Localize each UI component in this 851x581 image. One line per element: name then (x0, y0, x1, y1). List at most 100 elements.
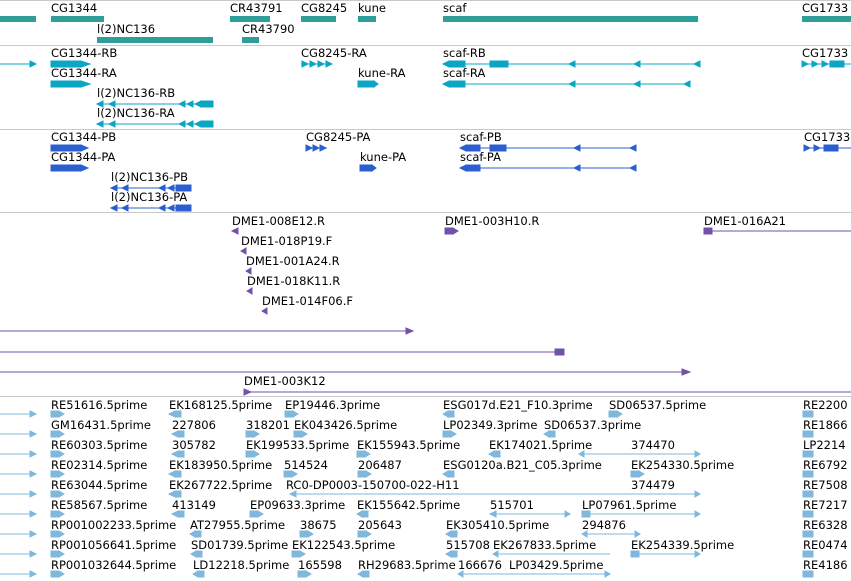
protein-label-scaf-pb[interactable]: scaf-PB (460, 130, 502, 144)
est-label[interactable]: EK155943.5prime (357, 438, 461, 452)
est-label[interactable]: EK155642.5prime (357, 498, 461, 512)
transcript-label-l2nc136-rb[interactable]: l(2)NC136-RB (97, 86, 176, 100)
est-label[interactable]: RE6328 (803, 518, 848, 532)
transcript-label-scaf-ra[interactable]: scaf-RA (443, 66, 486, 80)
gene-label-l2nc136[interactable]: l(2)NC136 (97, 22, 156, 36)
est-label[interactable]: EK305410.5prime (446, 518, 550, 532)
est-label[interactable]: 205643 (358, 518, 402, 532)
transcript-glyphs[interactable] (0, 45, 851, 129)
protein-label-l2nc136-pb[interactable]: l(2)NC136-PB (111, 170, 189, 184)
protein-label-cg1344-pb[interactable]: CG1344-PB (51, 130, 117, 144)
protein-label-cg8245-pa[interactable]: CG8245-PA (306, 130, 371, 144)
est-label[interactable]: 374479 (631, 478, 675, 492)
protein-label-scaf-pa[interactable]: scaf-PA (460, 150, 501, 164)
est-label[interactable]: RE58567.5prime (51, 498, 148, 512)
clone-glyphs[interactable] (0, 212, 851, 396)
est-label[interactable]: RE6792 (803, 458, 848, 472)
est-label[interactable]: RE1866 (803, 418, 848, 432)
est-label[interactable]: EP19446.3prime (285, 398, 381, 412)
est-label[interactable]: EK254330.5prime (631, 458, 735, 472)
protein-label-cg1733[interactable]: CG1733 (804, 130, 851, 144)
gene-label-cg1733[interactable]: CG1733 (802, 1, 849, 15)
est-label[interactable]: ESG0120a.B21_C05.3prime (443, 458, 602, 472)
protein-label-cg1344-pa[interactable]: CG1344-PA (51, 150, 116, 164)
est-label[interactable]: EP09633.3prime (250, 498, 346, 512)
gene-label-cg1344[interactable]: CG1344 (51, 1, 98, 15)
gene-label-cg8245[interactable]: CG8245 (301, 1, 348, 15)
clone-label-dme1-014f06-f[interactable]: DME1-014F06.F (262, 294, 353, 308)
est-label[interactable]: 515701 (490, 498, 534, 512)
est-label[interactable]: EK122543.5prime (292, 538, 396, 552)
transcript-label-scaf-rb[interactable]: scaf-RB (443, 46, 486, 60)
est-label[interactable]: EK168125.5prime (169, 398, 273, 412)
est-label[interactable]: 374470 (631, 438, 675, 452)
est-label[interactable]: 318201 (246, 418, 290, 432)
est-label[interactable]: 206487 (358, 458, 402, 472)
transcript-label-l2nc136-ra[interactable]: l(2)NC136-RA (97, 106, 175, 120)
est-label[interactable]: 294876 (582, 518, 626, 532)
clone-label-dme1-003h10-r[interactable]: DME1-003H10.R (445, 214, 540, 228)
est-label[interactable]: 227806 (172, 418, 216, 432)
est-label[interactable]: ESG017d.E21_F10.3prime (443, 398, 593, 412)
est-label[interactable]: SD06537.3prime (544, 418, 642, 432)
est-label[interactable]: LD12218.5prime (193, 558, 290, 572)
est-label[interactable]: LP02349.3prime (443, 418, 538, 432)
est-label[interactable]: EK043426.5prime (294, 418, 398, 432)
est-label[interactable]: RP001056641.5prime (51, 538, 177, 552)
gene-label-cr43791[interactable]: CR43791 (230, 1, 283, 15)
est-label[interactable]: EK267833.5prime (493, 538, 597, 552)
est-label[interactable]: 38675 (300, 518, 337, 532)
transcript-label-cg1344-ra[interactable]: CG1344-RA (51, 66, 117, 80)
gene-label-kune[interactable]: kune (358, 1, 386, 15)
est-label[interactable]: EK267722.5prime (169, 478, 273, 492)
clone-label-dme1-001a24-r[interactable]: DME1-001A24.R (246, 254, 340, 268)
est-label[interactable]: 305782 (172, 438, 216, 452)
est-label[interactable]: SD01739.5prime (191, 538, 289, 552)
clone-label-dme1-018k11-r[interactable]: DME1-018K11.R (247, 274, 341, 288)
transcript-label-kune-ra[interactable]: kune-RA (358, 66, 406, 80)
est-label[interactable]: RE02314.5prime (51, 458, 148, 472)
transcript-label-cg1733[interactable]: CG1733 (802, 46, 849, 60)
gene-label-scaf[interactable]: scaf (443, 1, 467, 15)
est-label[interactable]: LP07961.5prime (582, 498, 677, 512)
est-label[interactable]: AT27955.5prime (190, 518, 286, 532)
clone-label-dme1-003k12[interactable]: DME1-003K12 (244, 374, 326, 388)
est-label[interactable]: RE60303.5prime (51, 438, 148, 452)
est-glyphs[interactable] (0, 396, 851, 581)
est-label[interactable]: RE63044.5prime (51, 478, 148, 492)
est-label[interactable]: 166676 (458, 558, 502, 572)
est-label[interactable]: 165598 (298, 558, 342, 572)
est-label[interactable]: EK199533.5prime (246, 438, 350, 452)
est-label[interactable]: EK183950.5prime (169, 458, 273, 472)
est-label[interactable]: RE2200 (803, 398, 848, 412)
gene-label-cr43790[interactable]: CR43790 (242, 22, 295, 36)
transcript-label-cg1344-rb[interactable]: CG1344-RB (51, 46, 118, 60)
est-label[interactable]: RE7508 (803, 478, 848, 492)
protein-glyphs[interactable] (0, 129, 851, 212)
est-label[interactable]: LP03429.5prime (509, 558, 604, 572)
est-label[interactable]: RE51616.5prime (51, 398, 148, 412)
est-label[interactable]: GM16431.5prime (51, 418, 151, 432)
protein-label-kune-pa[interactable]: kune-PA (360, 150, 407, 164)
est-label[interactable]: RP001002233.5prime (51, 518, 177, 532)
protein-label-l2nc136-pa[interactable]: l(2)NC136-PA (111, 190, 188, 204)
est-label[interactable]: RP001032644.5prime (51, 558, 177, 572)
est-label[interactable]: EK174021.5prime (489, 438, 593, 452)
gene-glyphs[interactable] (0, 0, 851, 45)
est-label[interactable]: SD06537.5prime (609, 398, 707, 412)
est-label[interactable]: 514524 (284, 458, 328, 472)
est-label[interactable]: 413149 (172, 498, 216, 512)
clone-label-dme1-016a21[interactable]: DME1-016A21 (704, 214, 786, 228)
clone-label-dme1-018p19-f[interactable]: DME1-018P19.F (241, 234, 333, 248)
est-label[interactable]: 515708 (446, 538, 490, 552)
est-label[interactable]: RE4186 (803, 558, 848, 572)
est-label[interactable]: LP2214 (803, 438, 846, 452)
transcript-label-cg8245-ra[interactable]: CG8245-RA (301, 46, 367, 60)
clone-label-dme1-008e12-r[interactable]: DME1-008E12.R (232, 214, 326, 228)
est-label[interactable]: RE7217 (803, 498, 848, 512)
est-label[interactable]: RH29683.5prime (358, 558, 456, 572)
est-label[interactable]: EK254339.5prime (631, 538, 735, 552)
est-label[interactable]: RE0474 (803, 538, 848, 552)
est-label[interactable]: RC0-DP0003-150700-022-H11 (286, 478, 460, 492)
